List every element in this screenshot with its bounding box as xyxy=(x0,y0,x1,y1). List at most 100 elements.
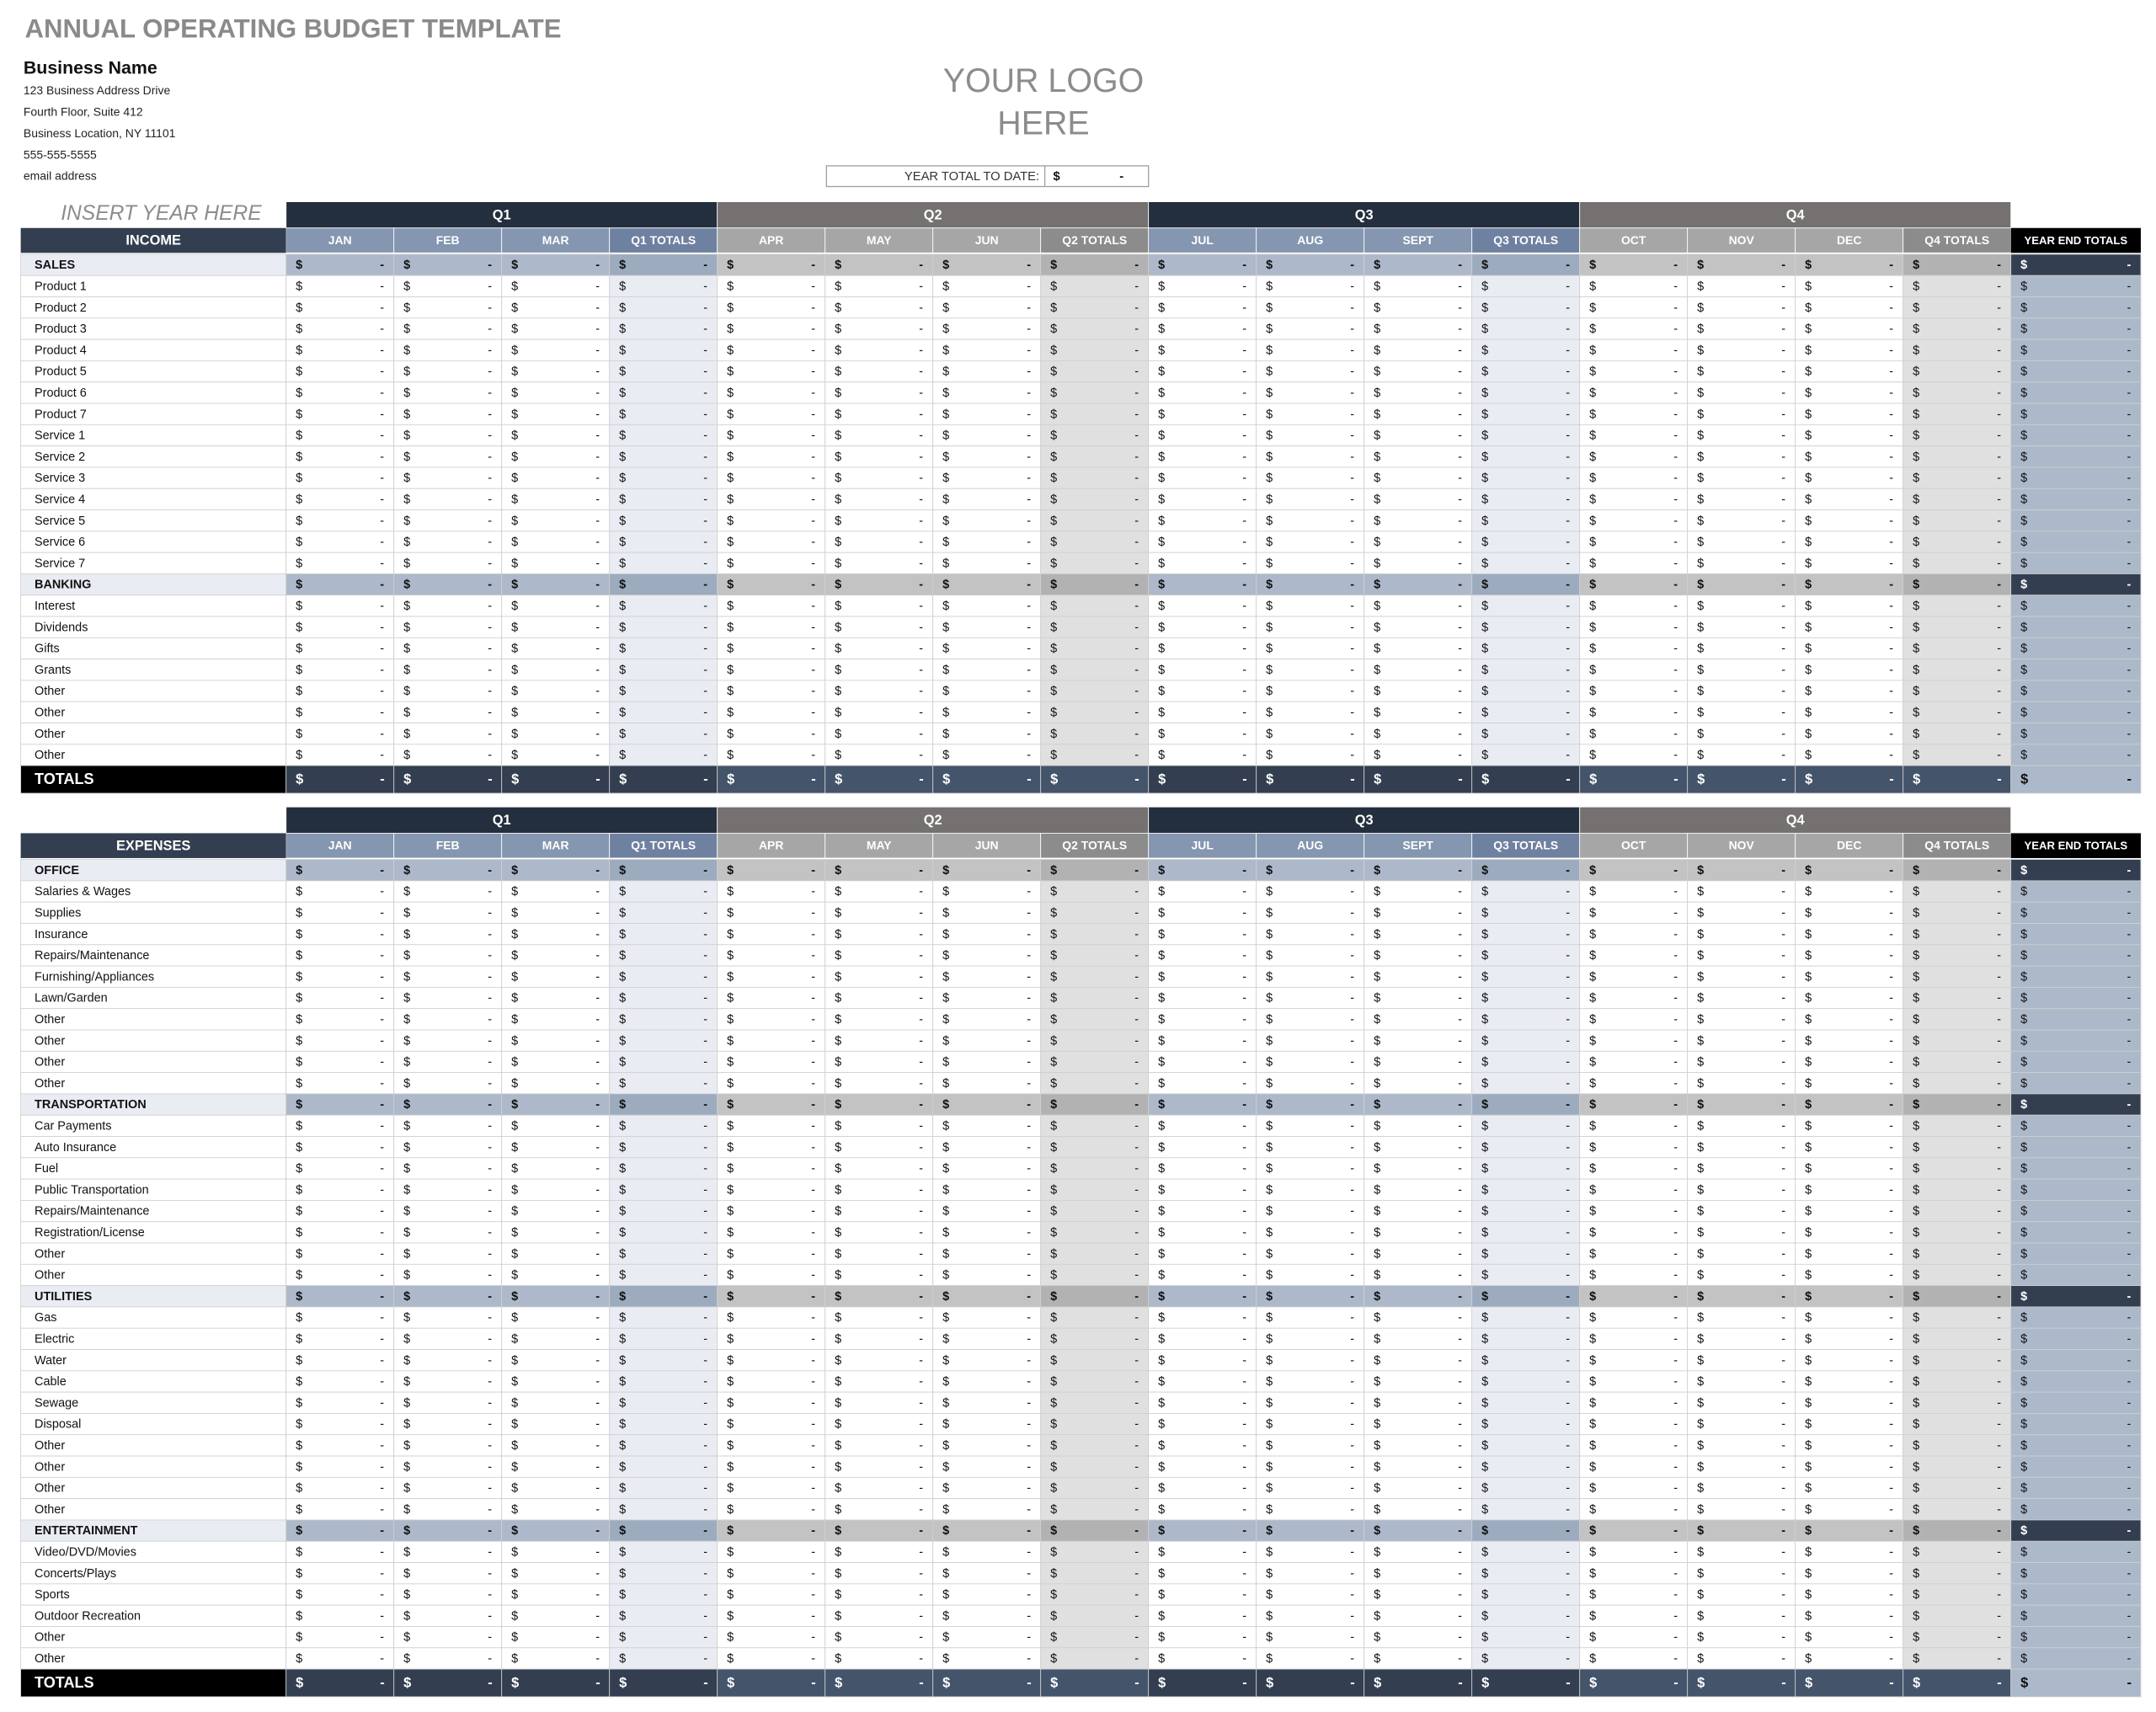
cell-value: - xyxy=(2127,1375,2132,1389)
cell-currency: $ xyxy=(2020,928,2027,941)
cell xyxy=(2010,637,2142,660)
cell-value: - xyxy=(1458,1013,1462,1027)
cell-currency: $ xyxy=(619,1396,626,1410)
cell-currency: $ xyxy=(942,1269,949,1283)
cell-currency: $ xyxy=(1374,1290,1380,1304)
cell xyxy=(1148,531,1257,553)
cell-value: - xyxy=(1458,970,1462,984)
cell-value: - xyxy=(1889,1290,1893,1304)
cell-currency: $ xyxy=(619,1503,626,1517)
cell-value: - xyxy=(1027,1269,1031,1283)
cell xyxy=(1579,275,1689,297)
month-header xyxy=(393,833,503,859)
cell-currency: $ xyxy=(1158,1226,1165,1240)
cell-value: - xyxy=(1781,280,1785,294)
cell-currency: $ xyxy=(1589,928,1596,941)
cell-currency: $ xyxy=(619,408,626,421)
cell-currency: $ xyxy=(403,1205,410,1219)
cell-currency: $ xyxy=(296,557,302,570)
cell xyxy=(2010,488,2142,510)
cell-value: - xyxy=(1997,1354,2001,1368)
item-label-cell xyxy=(20,509,287,532)
quarter-header xyxy=(1148,201,1581,229)
cell-value: - xyxy=(1889,1034,1893,1048)
cell xyxy=(286,723,395,745)
cell-currency: $ xyxy=(2020,1418,2027,1432)
cell xyxy=(1687,403,1796,425)
cell-value: - xyxy=(1889,579,1893,592)
cell-value: - xyxy=(703,1460,707,1474)
cell-currency: $ xyxy=(1805,1503,1812,1517)
cell-currency: $ xyxy=(1589,472,1596,485)
cell-currency: $ xyxy=(942,1567,949,1581)
cell-currency: $ xyxy=(1158,1013,1165,1027)
cell-value: - xyxy=(703,1056,707,1069)
cell-currency: $ xyxy=(1805,557,1812,570)
cell-currency: $ xyxy=(1481,1354,1488,1368)
cell-currency: $ xyxy=(727,1652,734,1666)
cell-value: - xyxy=(1242,621,1246,634)
cell-currency: $ xyxy=(1158,536,1165,549)
cell xyxy=(1256,573,1365,596)
cell-value: - xyxy=(595,301,600,315)
cell-currency: $ xyxy=(1913,664,1919,677)
item-label-cell xyxy=(20,296,287,319)
row-label: Other xyxy=(35,749,65,762)
cell-currency: $ xyxy=(1481,1034,1488,1048)
cell-currency: $ xyxy=(1158,1205,1165,1219)
cell-currency: $ xyxy=(511,1141,518,1155)
cell-currency: $ xyxy=(1050,1631,1057,1645)
cell-value: - xyxy=(1350,749,1354,762)
cell xyxy=(1687,923,1796,946)
cell-currency: $ xyxy=(1050,387,1057,400)
cell-currency: $ xyxy=(619,1034,626,1048)
cell-currency: $ xyxy=(835,1269,841,1283)
cell xyxy=(2010,723,2142,745)
cell-value: - xyxy=(2127,992,2132,1005)
cell-currency: $ xyxy=(1913,1141,1919,1155)
cell-value: - xyxy=(1781,387,1785,400)
cell xyxy=(1579,595,1689,617)
cell-value: - xyxy=(1997,1226,2001,1240)
cell-value: - xyxy=(1458,429,1462,443)
cell-value: - xyxy=(703,1609,707,1623)
cell-value: - xyxy=(919,1588,923,1602)
cell-value: - xyxy=(1997,579,2001,592)
cell-currency: $ xyxy=(727,344,734,357)
month-header xyxy=(286,833,395,859)
section-title: EXPENSES xyxy=(116,838,190,853)
cell-value: - xyxy=(703,1120,707,1133)
cell xyxy=(932,859,1042,882)
cell-value: - xyxy=(380,1034,384,1048)
cell-value: - xyxy=(1673,1205,1678,1219)
cell-value: - xyxy=(1673,365,1678,379)
cell-value: - xyxy=(380,1183,384,1197)
cell-value: - xyxy=(2127,707,2132,720)
month-label: OCT xyxy=(1621,233,1646,247)
cell-currency: $ xyxy=(2020,365,2027,379)
cell xyxy=(932,595,1042,617)
cell xyxy=(1148,859,1257,882)
cell-value: - xyxy=(380,906,384,920)
cell-currency: $ xyxy=(1697,1077,1704,1091)
cell-value: - xyxy=(488,1482,492,1496)
cell-currency: $ xyxy=(1589,1588,1596,1602)
cell-value: - xyxy=(1566,387,1570,400)
cell-currency: $ xyxy=(1374,408,1380,421)
cell-currency: $ xyxy=(296,1609,302,1623)
row-label: Water xyxy=(35,1354,67,1368)
cell-value: - xyxy=(1242,1247,1246,1261)
cell-value: - xyxy=(2127,1205,2132,1219)
cell-currency: $ xyxy=(1481,1162,1488,1176)
cell-value: - xyxy=(595,493,600,507)
cell-value: - xyxy=(1997,1120,2001,1133)
cell xyxy=(1256,275,1365,297)
cell-value: - xyxy=(488,664,492,677)
cell xyxy=(609,723,718,745)
cell-value: - xyxy=(1566,1290,1570,1304)
cell-value: - xyxy=(1997,621,2001,634)
cell xyxy=(1579,296,1689,319)
cell-currency: $ xyxy=(727,643,734,656)
cell-currency: $ xyxy=(727,1631,734,1645)
cell-value: - xyxy=(919,1567,923,1581)
